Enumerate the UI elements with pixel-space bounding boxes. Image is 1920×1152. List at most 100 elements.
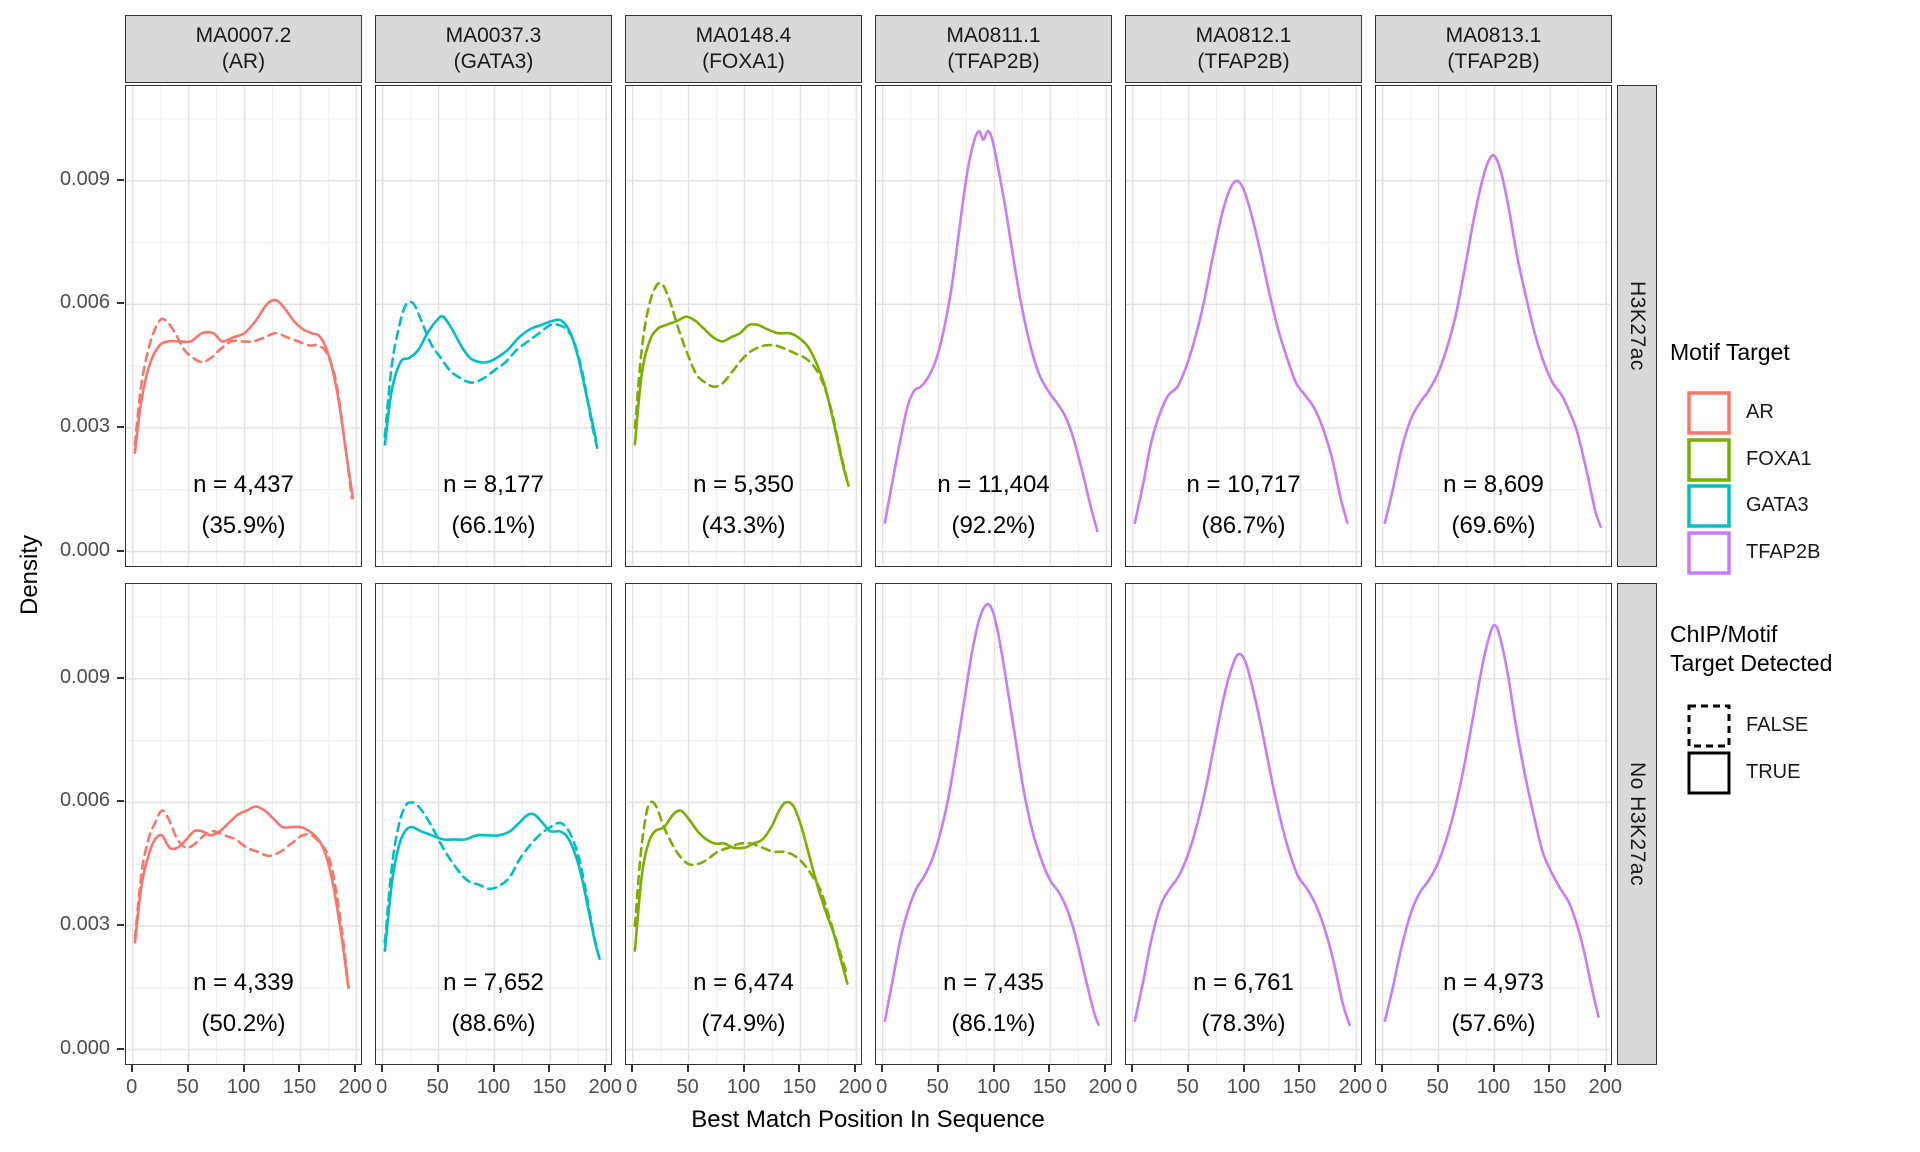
x-tick-label: 150 xyxy=(532,1076,567,1098)
facet-col-strip-target: (TFAP2B) xyxy=(1197,50,1290,73)
legend-key-swatch xyxy=(1687,704,1731,748)
y-tick-label: 0.000 xyxy=(59,538,110,561)
legend-motif-title: Motif Target xyxy=(1670,339,1790,365)
panel-pct-label: (78.3%) xyxy=(1201,1009,1286,1037)
panel-n-label: n = 10,717 xyxy=(1186,470,1301,498)
legend-key-swatch xyxy=(1687,437,1731,482)
facet-row-strip-1: No H3K27ac xyxy=(1617,583,1657,1065)
x-tick-mark xyxy=(130,1065,133,1072)
panel-n-label: n = 7,652 xyxy=(443,968,544,996)
facet-col-strip-id: MA0148.4 xyxy=(695,24,792,47)
x-tick-mark xyxy=(380,1065,383,1072)
y-tick-mark xyxy=(117,178,124,181)
legend-key-swatch xyxy=(1687,530,1731,575)
x-tick-label: 150 xyxy=(1282,1076,1317,1098)
x-tick-label: 0 xyxy=(376,1076,388,1098)
x-tick-mark xyxy=(1186,1065,1189,1072)
x-tick-mark xyxy=(1242,1065,1245,1072)
legend-key-FOXA1 xyxy=(1687,437,1731,482)
facet-col-strip-target: (GATA3) xyxy=(453,50,534,73)
legend-key-TRUE xyxy=(1687,751,1731,795)
panel-MA0148.4-No-H3K27ac: n = 6,474 (74.9%) xyxy=(625,583,862,1065)
x-tick-label: 200 xyxy=(1338,1076,1372,1098)
y-tick-mark xyxy=(117,302,124,305)
legend-label-AR: AR xyxy=(1746,401,1774,423)
x-tick-label: 50 xyxy=(1176,1076,1199,1098)
x-tick-mark xyxy=(242,1065,245,1072)
y-tick-label: 0.003 xyxy=(59,912,110,935)
panel-MA0037.3-No-H3K27ac: n = 7,652 (88.6%) xyxy=(375,583,612,1065)
legend-detected-title: ChIP/Motif Target Detected xyxy=(1670,621,1833,676)
facet-col-strip-target: (TFAP2B) xyxy=(947,50,1040,73)
x-tick-label: 50 xyxy=(1426,1076,1449,1098)
density-plot xyxy=(126,584,360,1063)
x-tick-mark xyxy=(1436,1065,1439,1072)
x-tick-label: 200 xyxy=(1588,1076,1622,1098)
x-tick-mark xyxy=(1298,1065,1301,1072)
x-tick-mark xyxy=(936,1065,939,1072)
x-tick-mark xyxy=(436,1065,439,1072)
x-tick-mark xyxy=(854,1065,857,1072)
x-tick-label: 150 xyxy=(1532,1076,1567,1098)
panel-n-label: n = 6,474 xyxy=(693,968,794,996)
x-tick-mark xyxy=(992,1065,995,1072)
x-tick-mark xyxy=(1130,1065,1133,1072)
density-plot xyxy=(1126,86,1360,565)
legend-key-TFAP2B xyxy=(1687,530,1731,575)
panel-MA0811.1-H3K27ac: n = 11,404 (92.2%) xyxy=(875,85,1112,567)
x-tick-label: 50 xyxy=(426,1076,449,1098)
x-tick-mark xyxy=(1380,1065,1383,1072)
facet-col-strip-target: (AR) xyxy=(221,50,266,73)
legend-key-swatch xyxy=(1687,484,1731,528)
legend-label-FOXA1: FOXA1 xyxy=(1746,447,1812,470)
x-tick-mark xyxy=(742,1065,745,1072)
facet-col-strip-MA0148.4: MA0148.4 (FOXA1) xyxy=(625,15,862,83)
density-curve-TRUE xyxy=(1133,652,1351,1027)
density-plot xyxy=(1376,86,1610,565)
x-tick-mark xyxy=(630,1065,633,1072)
density-curve-TRUE xyxy=(383,315,598,446)
panel-MA0812.1-No-H3K27ac: n = 6,761 (78.3%) xyxy=(1125,583,1362,1065)
x-tick-label: 0 xyxy=(626,1076,638,1098)
x-tick-label: 200 xyxy=(588,1076,622,1098)
panel-MA0812.1-H3K27ac: n = 10,717 (86.7%) xyxy=(1125,85,1362,567)
x-tick-label: 100 xyxy=(226,1076,261,1098)
density-curve-FALSE xyxy=(133,809,350,989)
density-plot xyxy=(876,584,1110,1063)
x-tick-label: 50 xyxy=(926,1076,949,1098)
x-tick-label: 0 xyxy=(1126,1076,1138,1098)
density-curve-TRUE xyxy=(133,298,355,500)
x-tick-mark xyxy=(1548,1065,1551,1072)
y-tick-label: 0.006 xyxy=(59,291,110,314)
facet-col-strip-target: (FOXA1) xyxy=(702,50,785,73)
facet-col-strip-MA0037.3: MA0037.3 (GATA3) xyxy=(375,15,612,83)
x-tick-mark xyxy=(492,1065,495,1072)
x-tick-label: 50 xyxy=(676,1076,699,1098)
facet-row-strip-label: H3K27ac xyxy=(1626,281,1649,371)
panel-pct-label: (86.7%) xyxy=(1201,511,1286,539)
legend-label-FALSE: FALSE xyxy=(1746,714,1809,736)
density-curve-FALSE xyxy=(633,800,849,977)
panel-n-label: n = 5,350 xyxy=(693,470,794,498)
x-tick-mark xyxy=(548,1065,551,1072)
y-tick-label: 0.009 xyxy=(59,167,110,190)
density-plot xyxy=(376,86,610,565)
x-tick-mark xyxy=(604,1065,607,1072)
facet-row-strip-0: H3K27ac xyxy=(1617,85,1657,567)
x-tick-label: 200 xyxy=(1088,1076,1122,1098)
x-tick-mark xyxy=(354,1065,357,1072)
density-plot xyxy=(626,86,860,565)
panel-n-label: n = 4,973 xyxy=(1443,968,1544,996)
density-curve-TRUE xyxy=(1383,153,1602,529)
x-tick-label: 0 xyxy=(126,1076,138,1098)
facet-col-strip-id: MA0037.3 xyxy=(445,24,542,47)
legend-label-TFAP2B: TFAP2B xyxy=(1746,540,1821,563)
panel-pct-label: (57.6%) xyxy=(1451,1009,1536,1037)
density-curve-FALSE xyxy=(633,281,849,483)
facet-col-strip-id: MA0007.2 xyxy=(195,24,292,47)
density-curve-TRUE xyxy=(383,812,601,961)
density-plot xyxy=(876,86,1110,565)
density-curve-TRUE xyxy=(1383,623,1600,1022)
x-tick-mark xyxy=(1048,1065,1051,1072)
legend-key-AR xyxy=(1687,391,1731,435)
